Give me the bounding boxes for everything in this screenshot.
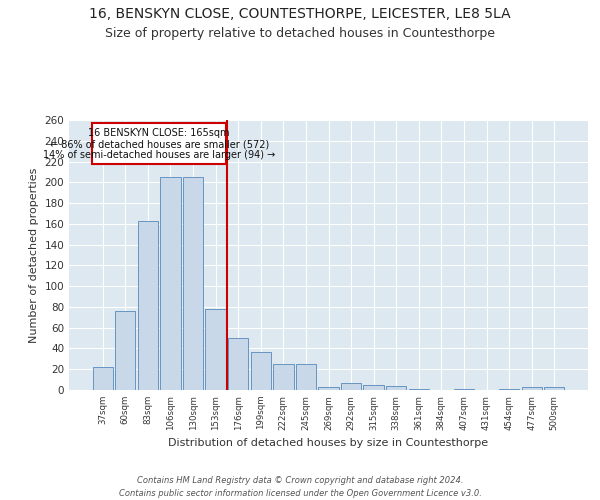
Text: 14% of semi-detached houses are larger (94) →: 14% of semi-detached houses are larger (… <box>43 150 275 160</box>
Bar <box>92 367 113 390</box>
Bar <box>544 387 565 390</box>
Bar <box>251 352 271 390</box>
Bar <box>409 389 429 390</box>
Bar <box>319 387 338 390</box>
Bar <box>341 382 361 390</box>
Bar <box>273 364 293 390</box>
Text: ← 86% of detached houses are smaller (572): ← 86% of detached houses are smaller (57… <box>50 139 269 149</box>
Bar <box>115 311 136 390</box>
Bar <box>454 389 474 390</box>
X-axis label: Distribution of detached houses by size in Countesthorpe: Distribution of detached houses by size … <box>169 438 488 448</box>
Bar <box>386 386 406 390</box>
Bar <box>183 177 203 390</box>
Text: Size of property relative to detached houses in Countesthorpe: Size of property relative to detached ho… <box>105 28 495 40</box>
Bar <box>205 309 226 390</box>
Bar <box>228 338 248 390</box>
Text: Contains HM Land Registry data © Crown copyright and database right 2024.
Contai: Contains HM Land Registry data © Crown c… <box>119 476 481 498</box>
Y-axis label: Number of detached properties: Number of detached properties <box>29 168 39 342</box>
Bar <box>160 177 181 390</box>
Text: 16, BENSKYN CLOSE, COUNTESTHORPE, LEICESTER, LE8 5LA: 16, BENSKYN CLOSE, COUNTESTHORPE, LEICES… <box>89 8 511 22</box>
Bar <box>521 387 542 390</box>
Bar <box>364 385 384 390</box>
Text: 16 BENSKYN CLOSE: 165sqm: 16 BENSKYN CLOSE: 165sqm <box>88 128 230 138</box>
Bar <box>138 220 158 390</box>
Bar <box>499 389 519 390</box>
Bar <box>296 364 316 390</box>
Bar <box>92 123 226 164</box>
